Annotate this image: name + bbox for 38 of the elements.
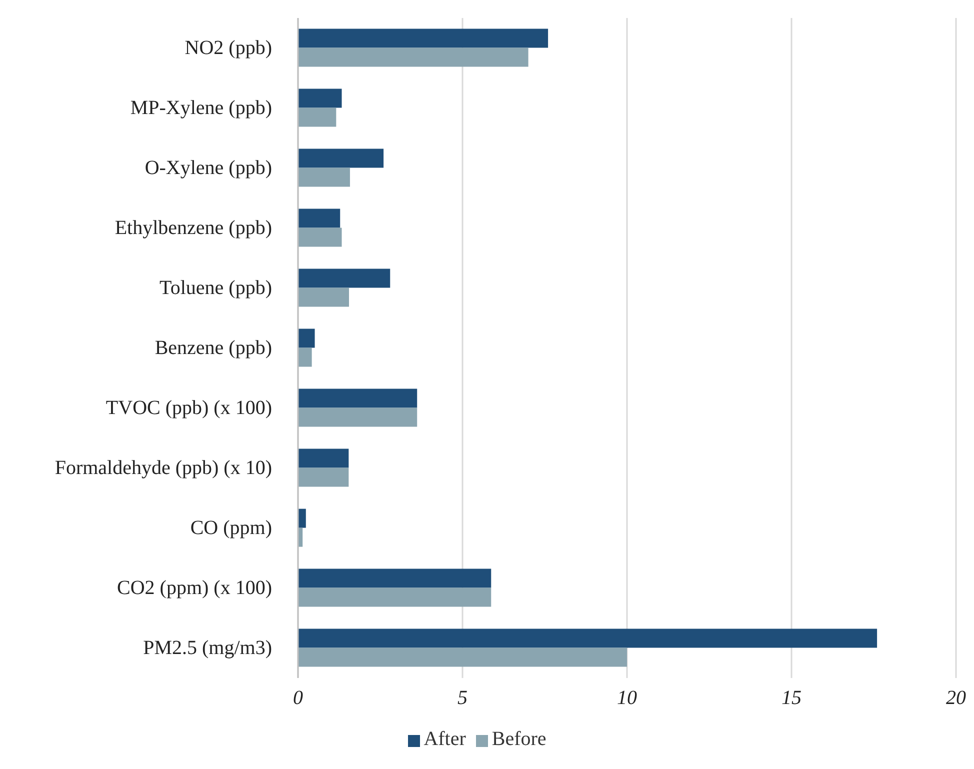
bar xyxy=(298,28,548,48)
bar xyxy=(298,408,418,427)
y-tick-label: MP-Xylene (ppb) xyxy=(130,97,272,119)
x-tick-label: 5 xyxy=(458,687,468,709)
bar xyxy=(298,148,384,168)
bar xyxy=(298,388,418,408)
y-tick-label: NO2 (ppb) xyxy=(184,37,272,59)
bar xyxy=(298,268,390,288)
y-tick-label: O-Xylene (ppb) xyxy=(144,157,272,179)
bar xyxy=(298,448,349,468)
y-tick-label: CO (ppm) xyxy=(190,517,272,539)
y-tick-label: TVOC (ppb) (x 100) xyxy=(106,397,272,419)
bar xyxy=(298,228,342,247)
x-tick-label: 10 xyxy=(617,687,637,709)
bar xyxy=(298,568,492,588)
bar xyxy=(298,348,312,367)
bar xyxy=(298,628,878,648)
bar xyxy=(298,288,349,307)
y-tick-label: Toluene (ppb) xyxy=(160,277,272,299)
bar xyxy=(298,208,340,228)
bar xyxy=(298,108,336,127)
bar xyxy=(298,648,627,667)
y-tick-label: Benzene (ppb) xyxy=(154,337,272,359)
bar xyxy=(298,168,350,187)
y-tick-label: Formaldehyde (ppb) (x 10) xyxy=(54,457,272,479)
x-tick-label: 15 xyxy=(782,687,802,709)
legend-label: After xyxy=(424,728,466,750)
x-tick-label: 20 xyxy=(946,687,966,709)
x-tick-label: 0 xyxy=(293,687,303,709)
bar xyxy=(298,48,528,67)
bar xyxy=(298,468,349,487)
y-tick-label: PM2.5 (mg/m3) xyxy=(143,637,272,659)
bar xyxy=(298,88,342,108)
bar xyxy=(298,588,492,607)
legend-label: Before xyxy=(492,728,546,750)
bar xyxy=(298,328,315,348)
y-tick-label: CO2 (ppm) (x 100) xyxy=(117,577,272,599)
y-tick-label: Ethylbenzene (ppb) xyxy=(114,217,272,239)
